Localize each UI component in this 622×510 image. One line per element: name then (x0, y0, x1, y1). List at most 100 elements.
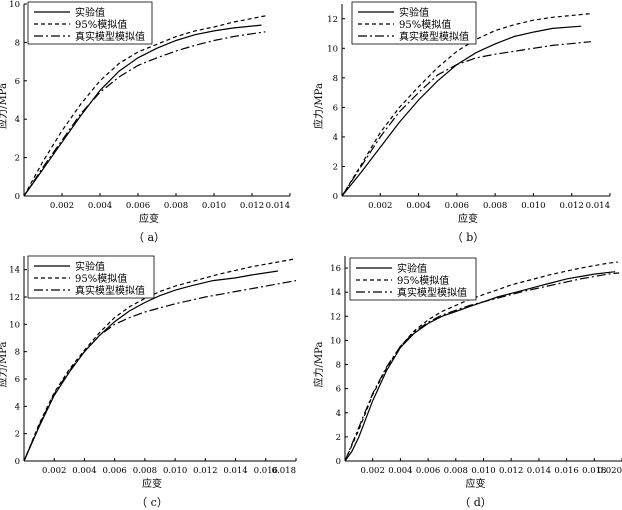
legend-label-1: 实验值 (75, 260, 105, 273)
legend-box (27, 1, 153, 45)
series-line-1 (23, 270, 278, 462)
legend-label-2: 95%模拟值 (399, 18, 451, 31)
y-tick-label: 4 (15, 402, 20, 412)
series-line-1 (341, 25, 582, 197)
x-tick-label: 0.018 (582, 466, 606, 476)
y-tick-label: 10 (330, 336, 341, 346)
legend-label-2: 95%模拟值 (75, 272, 127, 285)
series-line-2 (344, 261, 618, 462)
x-tick-label: 0.010 (163, 466, 187, 476)
x-tick-label: 0.006 (102, 466, 126, 476)
y-tick-label: 0 (336, 457, 341, 467)
x-tick-label: 0.014 (527, 466, 551, 476)
series-line-3 (341, 41, 591, 197)
legend-box (349, 257, 477, 301)
y-axis-title: 应力/MPa (0, 83, 9, 129)
legend-label-2: 95%模拟值 (75, 18, 127, 31)
x-tick-label: 0.014 (586, 201, 610, 211)
chart-panel-a: 0.002 0.004 0.006 0.008 0.010 0.012 0.014 0 2 4 6 8… (0, 0, 291, 244)
y-tick-label: 8 (15, 38, 20, 48)
y-tick-label: 0 (15, 457, 20, 467)
series-line-3 (23, 280, 297, 462)
x-tick-label: 0.012 (499, 466, 523, 476)
chart-panel-c: 0.002 0.004 0.006 0.008 0.010 0.012 0.014 0.016… (0, 255, 297, 509)
y-tick-label: 0 (15, 192, 20, 202)
x-tick-label: 0.014 (223, 466, 247, 476)
panel-label: （ a） (133, 231, 165, 244)
x-tick-label: 0.002 (361, 466, 385, 476)
x-tick-label: 0.002 (368, 201, 392, 211)
y-tick-label: 6 (336, 385, 341, 395)
y-tick-label: 0 (333, 192, 338, 202)
chart-panel-d: 0.002 0.004 0.006 0.008 0.010 0.012 0.014 0.016… (312, 256, 622, 509)
legend-box (27, 255, 155, 299)
x-tick-label: 0.010 (471, 466, 495, 476)
x-tick-label: 0.004 (388, 466, 412, 476)
x-axis-title: 应变 (142, 477, 162, 490)
x-tick-label: 0.012 (240, 201, 264, 211)
y-tick-label: 12 (327, 15, 338, 25)
chart-panel-b: 0.002 0.004 0.006 0.008 0.010 0.012 0.014 0 2 4 6 8… (312, 1, 611, 244)
y-tick-label: 2 (15, 430, 20, 440)
x-tick-label: 0.002 (42, 466, 66, 476)
legend-label-1: 实验值 (397, 262, 427, 275)
panel-label: （ c） (136, 496, 168, 509)
y-tick-label: 8 (333, 74, 338, 84)
x-tick-label: 0.010 (521, 201, 545, 211)
x-tick-label: 0.006 (416, 466, 440, 476)
series-line-2 (23, 258, 297, 462)
x-tick-label: 0.010 (202, 201, 226, 211)
legend-label-3: 真实模型模拟值 (399, 30, 469, 43)
legend-label-1: 实验值 (75, 6, 105, 19)
x-tick-label: 0.014 (266, 201, 290, 211)
x-tick-label: 0.020 (598, 466, 622, 476)
x-tick-label: 0.004 (72, 466, 96, 476)
series-line-1 (23, 24, 262, 197)
x-tick-label: 0.008 (444, 466, 468, 476)
y-tick-label: 2 (333, 162, 338, 172)
x-tick-label: 0.008 (133, 466, 157, 476)
x-tick-label: 0.006 (126, 201, 150, 211)
x-tick-label: 0.002 (50, 201, 74, 211)
series-line-3 (23, 31, 266, 197)
legend-box (351, 1, 477, 45)
y-tick-label: 2 (15, 154, 20, 164)
y-axis-title: 应力/MPa (312, 342, 325, 388)
legend-label-3: 真实模型模拟值 (75, 30, 145, 43)
y-tick-label: 16 (330, 264, 341, 274)
legend-label-3: 真实模型模拟值 (75, 284, 145, 297)
y-tick-label: 4 (15, 115, 20, 125)
legend-label-1: 实验值 (399, 6, 429, 19)
x-tick-label: 0.012 (560, 201, 584, 211)
y-tick-label: 8 (15, 348, 20, 358)
x-tick-label: 0.008 (164, 201, 188, 211)
series-line-2 (23, 14, 268, 197)
y-tick-label: 12 (330, 312, 341, 322)
x-tick-label: 0.004 (88, 201, 112, 211)
x-tick-label: 0.016 (254, 466, 278, 476)
x-tick-label: 0.006 (445, 201, 469, 211)
legend-label-2: 95%模拟值 (397, 274, 449, 287)
y-tick-label: 10 (9, 0, 20, 10)
y-axis-title: 应力/MPa (0, 342, 9, 388)
series-line-3 (344, 272, 620, 462)
y-tick-label: 4 (333, 133, 338, 143)
series-line-1 (344, 271, 616, 462)
x-tick-label: 0.016 (554, 466, 578, 476)
x-axis-title: 应变 (466, 477, 486, 490)
y-tick-label: 6 (333, 103, 338, 113)
y-tick-label: 10 (327, 44, 338, 54)
y-tick-label: 2 (336, 433, 341, 443)
panel-label: （ d） (459, 496, 492, 509)
series-line-2 (341, 13, 591, 197)
y-tick-label: 10 (9, 320, 20, 330)
x-tick-label: 0.008 (483, 201, 507, 211)
y-tick-label: 6 (15, 375, 20, 385)
y-tick-label: 12 (9, 293, 20, 303)
panel-label: （ b） (452, 231, 485, 244)
y-tick-label: 4 (336, 409, 341, 419)
legend-label-3: 真实模型模拟值 (397, 286, 467, 299)
y-tick-label: 8 (336, 361, 341, 371)
y-tick-label: 14 (330, 288, 341, 298)
